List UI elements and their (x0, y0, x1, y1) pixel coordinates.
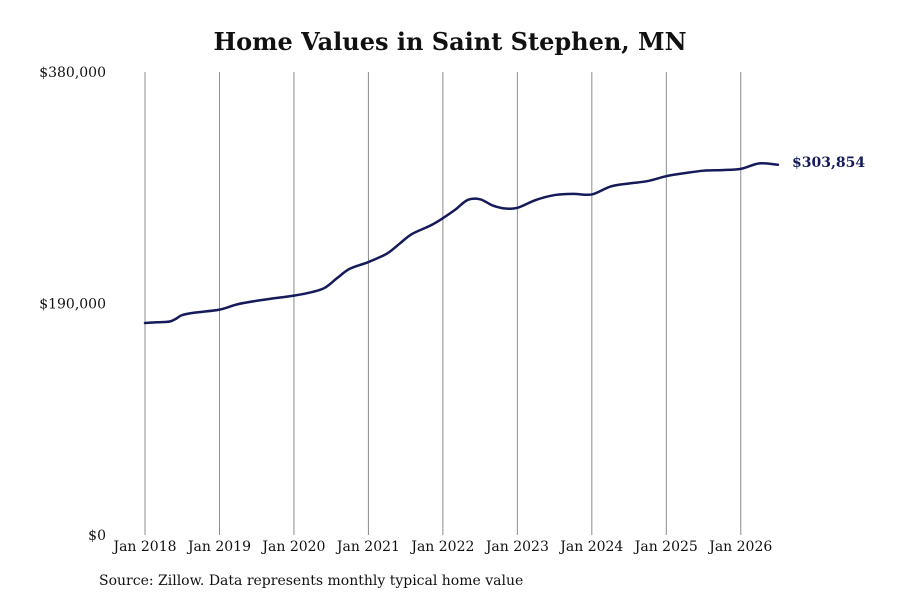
y-tick-label-1: $190,000 (39, 297, 106, 313)
series-line-0 (143, 161, 780, 325)
series-layer: $303,854 (143, 155, 865, 325)
last-value-label: $303,854 (792, 155, 865, 171)
x-tick-label-4: Jan 2022 (409, 539, 474, 555)
y-axis-tick-labels: $0 $190,000 $380,000 (39, 65, 106, 544)
x-tick-label-0: Jan 2018 (111, 539, 176, 555)
x-tick-label-6: Jan 2024 (558, 539, 623, 555)
x-tick-label-8: Jan 2026 (707, 539, 772, 555)
y-tick-label-2: $380,000 (39, 65, 106, 81)
x-axis-tick-labels: Jan 2018 Jan 2019 Jan 2020 Jan 2021 Jan 2022… (111, 539, 772, 555)
x-tick-label-2: Jan 2020 (260, 539, 325, 555)
x-tick-label-7: Jan 2025 (633, 539, 698, 555)
y-tick-label-0: $0 (88, 528, 106, 544)
x-tick-label-3: Jan 2021 (335, 539, 400, 555)
vertical-gridlines (144, 72, 742, 535)
chart-title: Home Values in Saint Stephen, MN (213, 27, 687, 56)
source-note: Source: Zillow. Data represents monthly … (99, 573, 524, 589)
x-tick-label-1: Jan 2019 (186, 539, 251, 555)
x-tick-label-5: Jan 2023 (484, 539, 549, 555)
